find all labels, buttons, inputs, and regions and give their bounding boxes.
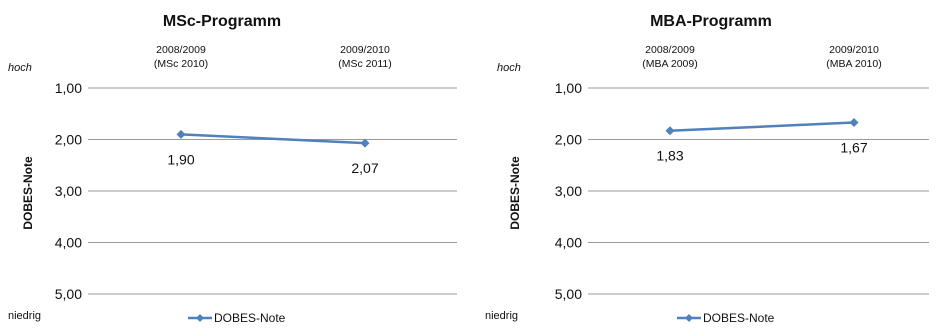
y-top-label: hoch <box>497 62 521 74</box>
data-label: 2,07 <box>351 160 378 176</box>
legend-label: DOBES-Note <box>214 311 286 325</box>
data-point <box>665 126 675 136</box>
legend-marker <box>196 314 204 322</box>
data-point <box>176 129 186 139</box>
data-label: 1,67 <box>840 140 867 156</box>
y-tick-label: 2,00 <box>55 132 82 148</box>
x-tick-label: (MBA 2009) <box>642 58 697 70</box>
chart-panel-2: MBA-Programm 2008/2009 (MBA 2009) 2009/2010… <box>485 13 929 325</box>
series-line <box>669 121 855 132</box>
legend-marker <box>685 314 693 322</box>
data-label: 1,83 <box>656 148 683 164</box>
data-label: 1,90 <box>167 151 194 167</box>
x-tick-label: (MSc 2010) <box>154 58 208 70</box>
y-tick-label: 1,00 <box>55 80 82 96</box>
y-tick-label: 2,00 <box>555 132 582 148</box>
data-point <box>849 118 859 128</box>
y-tick-label: 1,00 <box>555 80 582 96</box>
x-tick-label: (MBA 2010) <box>826 58 881 70</box>
y-bottom-label: niedrig <box>8 310 41 322</box>
chart-title: MBA-Programm <box>650 13 772 30</box>
y-tick-label: 4,00 <box>55 235 82 251</box>
y-tick-label: 5,00 <box>55 286 82 302</box>
x-tick-label: 2009/2010 <box>340 44 390 56</box>
y-tick-label: 4,00 <box>555 235 582 251</box>
y-tick-label: 3,00 <box>55 183 82 199</box>
y-tick-label: 3,00 <box>555 183 582 199</box>
y-axis-title: DOBES-Note <box>508 156 522 230</box>
x-tick-label: 2009/2010 <box>829 44 879 56</box>
y-top-label: hoch <box>8 62 32 74</box>
y-bottom-label: niedrig <box>485 310 518 322</box>
x-tick-label: 2008/2009 <box>156 44 206 56</box>
data-point <box>360 138 370 148</box>
x-tick-label: (MSc 2011) <box>338 58 392 70</box>
legend-label: DOBES-Note <box>703 311 775 325</box>
y-tick-label: 5,00 <box>555 286 582 302</box>
x-tick-label: 2008/2009 <box>645 44 695 56</box>
chart-title: MSc-Programm <box>163 13 281 30</box>
series-line <box>180 133 366 145</box>
y-axis-title: DOBES-Note <box>21 156 35 230</box>
chart-panel-1: MSc-Programm 2008/2009 (MSc 2010) 2009/2010… <box>8 13 457 325</box>
